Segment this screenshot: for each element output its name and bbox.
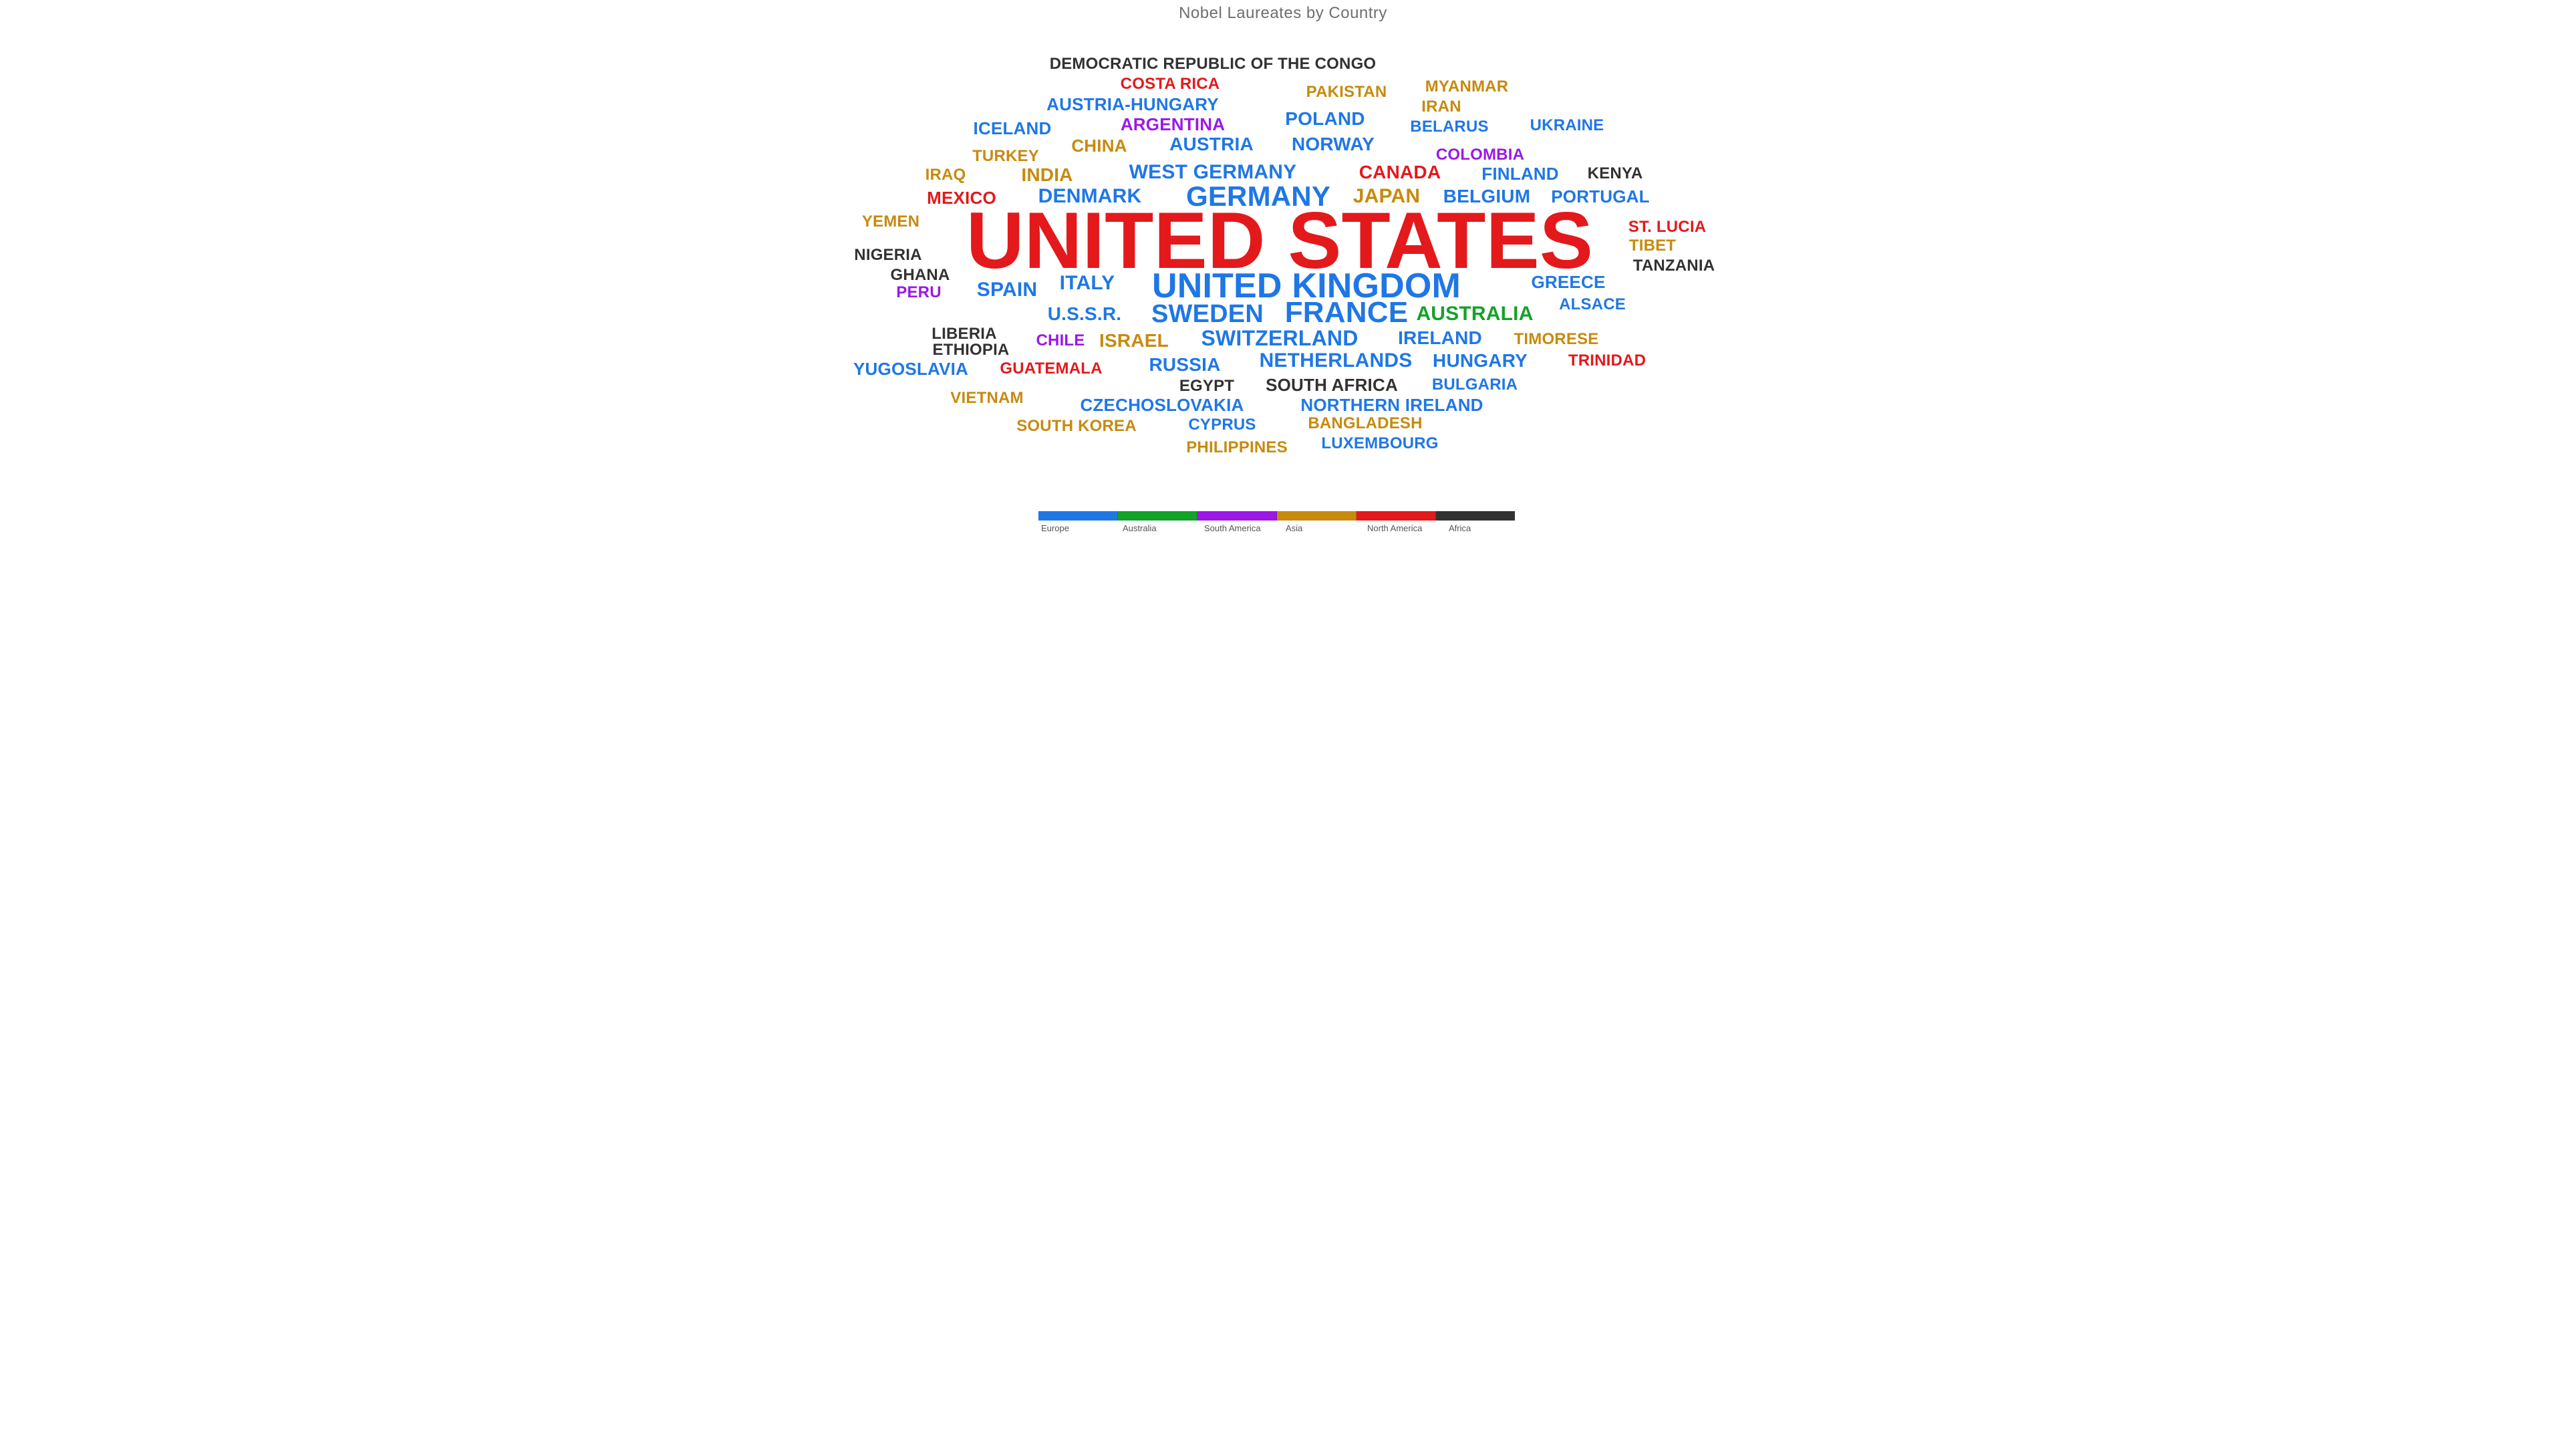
legend-swatch-europe xyxy=(1038,511,1118,521)
word-italy: ITALY xyxy=(1060,273,1115,293)
word-iceland: ICELAND xyxy=(974,120,1052,137)
word-luxembourg: LUXEMBOURG xyxy=(1321,436,1438,452)
legend-label-north-america: North America xyxy=(1365,523,1446,533)
word-ireland: IRELAND xyxy=(1398,329,1482,347)
word-myanmar: MYANMAR xyxy=(1425,79,1509,95)
word-ukraine: UKRAINE xyxy=(1530,118,1604,134)
legend-swatch-north-america xyxy=(1357,511,1436,521)
word-iraq: IRAQ xyxy=(925,167,966,183)
word-guatemala: GUATEMALA xyxy=(1000,361,1102,377)
word-china: CHINA xyxy=(1071,137,1127,154)
legend-swatch-australia xyxy=(1118,511,1197,521)
word-switzerland: SWITZERLAND xyxy=(1201,327,1358,349)
word-yugoslavia: YUGOSLAVIA xyxy=(853,360,968,378)
word-timorese: TIMORESE xyxy=(1514,331,1599,347)
word-alsace: ALSACE xyxy=(1559,297,1626,313)
word-tibet: TIBET xyxy=(1629,238,1676,254)
word-ghana: GHANA xyxy=(891,267,950,283)
legend-swatch-south-america xyxy=(1197,511,1277,521)
word-tanzania: TANZANIA xyxy=(1633,258,1715,274)
word-spain: SPAIN xyxy=(977,280,1037,300)
word-nigeria: NIGERIA xyxy=(854,247,921,263)
word-finland: FINLAND xyxy=(1481,165,1559,182)
word-canada: CANADA xyxy=(1359,163,1441,182)
word-czechoslovakia: CZECHOSLOVAKIA xyxy=(1081,396,1244,414)
legend-bar xyxy=(1038,511,1528,521)
word-netherlands: NETHERLANDS xyxy=(1260,351,1413,371)
legend-swatch-africa xyxy=(1436,511,1515,521)
word-pakistan: PAKISTAN xyxy=(1306,84,1387,100)
word-trinidad: TRINIDAD xyxy=(1568,353,1646,369)
word-vietnam: VIETNAM xyxy=(950,390,1023,406)
word-bangladesh: BANGLADESH xyxy=(1308,416,1422,432)
word-philippines: PHILIPPINES xyxy=(1186,440,1288,456)
word-peru: PERU xyxy=(896,285,941,301)
word-west-germany: WEST GERMANY xyxy=(1129,162,1297,182)
word-austria: AUSTRIA xyxy=(1169,135,1254,154)
chart-title: Nobel Laureates by Country xyxy=(799,4,1767,23)
word-bulgaria: BULGARIA xyxy=(1432,377,1518,393)
word-india: INDIA xyxy=(1021,166,1073,184)
legend-swatch-asia xyxy=(1277,511,1357,521)
word-greece: GREECE xyxy=(1531,273,1605,291)
word-egypt: EGYPT xyxy=(1179,378,1234,394)
word-argentina: ARGENTINA xyxy=(1121,116,1225,133)
legend-labels: EuropeAustraliaSouth AmericaAsiaNorth Am… xyxy=(1038,523,1528,533)
word-costa-rica: COSTA RICA xyxy=(1121,76,1220,92)
word-u-s-s-r: U.S.S.R. xyxy=(1048,305,1122,323)
wordcloud-chart: Nobel Laureates by Country DEMOCRATIC RE… xyxy=(799,0,1767,549)
word-belarus: BELARUS xyxy=(1410,119,1488,135)
word-australia: AUSTRALIA xyxy=(1416,304,1533,324)
word-russia: RUSSIA xyxy=(1149,355,1221,374)
word-austria-hungary: AUSTRIA-HUNGARY xyxy=(1046,96,1219,113)
word-chile: CHILE xyxy=(1036,333,1085,349)
word-poland: POLAND xyxy=(1285,110,1365,128)
word-iran: IRAN xyxy=(1421,99,1461,115)
word-south-korea: SOUTH KOREA xyxy=(1016,418,1137,434)
legend: EuropeAustraliaSouth AmericaAsiaNorth Am… xyxy=(1038,511,1528,533)
word-colombia: COLOMBIA xyxy=(1436,147,1524,163)
word-ethiopia: ETHIOPIA xyxy=(933,342,1010,358)
word-sweden: SWEDEN xyxy=(1151,301,1264,327)
word-kenya: KENYA xyxy=(1588,166,1643,182)
word-cyprus: CYPRUS xyxy=(1188,417,1256,433)
word-france: FRANCE xyxy=(1285,298,1409,327)
legend-label-europe: Europe xyxy=(1038,523,1120,533)
word-israel: ISRAEL xyxy=(1099,331,1169,350)
word-norway: NORWAY xyxy=(1292,135,1375,154)
word-yemen: YEMEN xyxy=(862,214,919,230)
legend-label-africa: Africa xyxy=(1446,523,1528,533)
word-liberia: LIBERIA xyxy=(932,326,996,342)
word-turkey: TURKEY xyxy=(972,148,1039,164)
word-democratic-republic-of-the-congo: DEMOCRATIC REPUBLIC OF THE CONGO xyxy=(1050,56,1377,72)
word-northern-ireland: NORTHERN IRELAND xyxy=(1300,396,1483,414)
word-st-lucia: ST. LUCIA xyxy=(1628,219,1706,235)
legend-label-south-america: South America xyxy=(1201,523,1283,533)
word-hungary: HUNGARY xyxy=(1433,351,1528,370)
word-south-africa: SOUTH AFRICA xyxy=(1266,376,1398,394)
legend-label-australia: Australia xyxy=(1120,523,1201,533)
legend-label-asia: Asia xyxy=(1283,523,1365,533)
